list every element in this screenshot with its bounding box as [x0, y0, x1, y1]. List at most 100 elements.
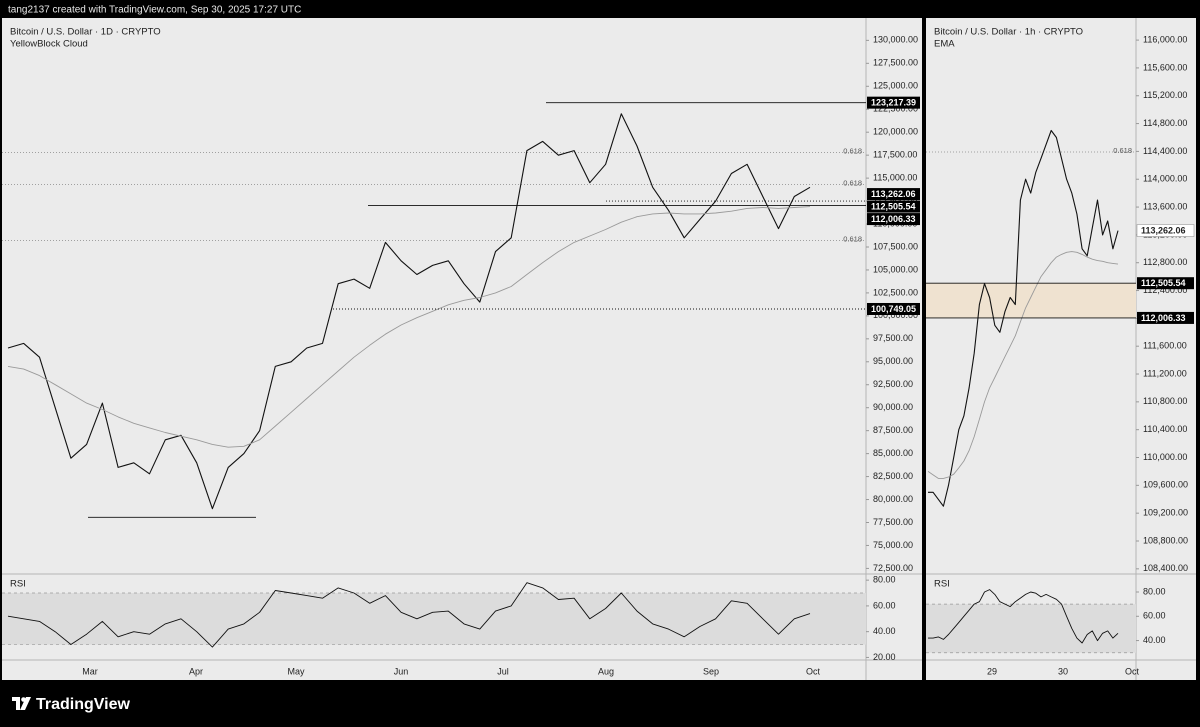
fib-label: 0.618: [843, 234, 862, 243]
y-tick-label: 113,600.00: [1143, 201, 1187, 211]
y-tick-label: 95,000.00: [873, 356, 913, 366]
fib-label: 0.618: [843, 178, 862, 187]
rsi-y-tick-label: 60.00: [873, 600, 896, 610]
y-tick-label: 111,200.00: [1143, 368, 1187, 378]
footer-logo: [12, 697, 31, 710]
y-tick-label: 112,800.00: [1143, 257, 1187, 267]
y-tick-label: 115,000.00: [873, 172, 917, 182]
x-tick-label: Aug: [598, 666, 614, 676]
chart-title: Bitcoin / U.S. Dollar · 1h · CRYPTO: [934, 27, 1083, 38]
level-label-box: [867, 200, 920, 213]
y-tick-label: 110,800.00: [1143, 396, 1187, 406]
level-label: 113,262.06: [1141, 225, 1186, 235]
y-tick-label: 110,000.00: [1143, 452, 1187, 462]
y-tick-label: 77,500.00: [873, 517, 913, 527]
x-tick-label: Jun: [394, 666, 409, 676]
rsi-y-tick-label: 60.00: [1143, 611, 1166, 621]
y-tick-label: 125,000.00: [873, 81, 918, 91]
y-tick-label: 117,500.00: [873, 150, 917, 160]
fib-label: 0.618: [1113, 146, 1132, 155]
rsi-y-tick-label: 80.00: [873, 575, 896, 585]
price-line: [928, 589, 1119, 644]
y-tick-label: 120,000.00: [873, 127, 918, 137]
y-tick-label: 127,500.00: [873, 58, 918, 68]
level-label-box: [867, 96, 920, 109]
y-tick-label: 72,500.00: [873, 563, 913, 573]
rsi-band: [2, 593, 866, 645]
y-tick-label: 116,000.00: [1143, 34, 1187, 44]
x-tick-label: Sep: [703, 666, 719, 676]
chart-pane: Bitcoin / U.S. Dollar · 1D · CRYPTOYello…: [2, 18, 922, 680]
y-tick-label: 85,000.00: [873, 448, 913, 458]
rsi-band: [926, 604, 1136, 653]
y-tick-label: 130,000.00: [873, 35, 918, 45]
y-tick-label: 92,500.00: [873, 379, 913, 389]
rsi-title: RSI: [10, 579, 26, 590]
y-tick-label: 108,400.00: [1143, 563, 1188, 573]
chart-subtitle: YellowBlock Cloud: [10, 39, 88, 50]
price-line: [7, 206, 811, 448]
footer-brand: TradingView: [36, 696, 131, 713]
price-line: [928, 129, 1119, 507]
x-tick-label: Jul: [497, 666, 509, 676]
y-tick-label: 114,000.00: [1143, 174, 1187, 184]
chart-title: Bitcoin / U.S. Dollar · 1D · CRYPTO: [10, 27, 161, 38]
level-label: 123,217.39: [871, 98, 916, 108]
level-label: 112,006.33: [1141, 313, 1186, 323]
y-tick-label: 87,500.00: [873, 425, 913, 435]
x-tick-label: May: [287, 666, 305, 676]
x-tick-label: Apr: [189, 666, 203, 676]
fib-label: 0.618: [843, 146, 862, 155]
y-tick-label: 115,600.00: [1143, 62, 1187, 72]
y-tick-label: 80,000.00: [873, 494, 913, 504]
y-tick-label: 115,200.00: [1143, 90, 1187, 100]
y-tick-label: 112,400.00: [1143, 285, 1187, 295]
y-tick-label: 75,000.00: [873, 540, 913, 550]
y-tick-label: 114,800.00: [1143, 118, 1187, 128]
level-label-box: [867, 302, 920, 315]
x-tick-label: Oct: [806, 666, 821, 676]
y-tick-label: 107,500.00: [873, 241, 918, 251]
y-tick-label: 108,800.00: [1143, 535, 1188, 545]
header-text: tang2137 created with TradingView.com, S…: [8, 5, 301, 16]
level-label: 112,505.54: [871, 201, 916, 211]
y-tick-label: 105,000.00: [873, 264, 918, 274]
level-label-box: [1136, 224, 1195, 237]
level-label: 112,505.54: [1141, 278, 1186, 288]
x-tick-label: 29: [987, 666, 997, 676]
y-tick-label: 114,400.00: [1143, 146, 1187, 156]
rsi-y-tick-label: 40.00: [873, 626, 896, 636]
y-tick-label: 90,000.00: [873, 402, 913, 412]
chart-subtitle: EMA: [934, 39, 955, 50]
y-tick-label: 102,500.00: [873, 287, 918, 297]
price-line: [7, 113, 811, 510]
x-tick-label: 30: [1058, 666, 1068, 676]
pane-background: [2, 18, 922, 680]
rsi-y-tick-label: 20.00: [873, 652, 896, 662]
y-tick-label: 110,400.00: [1143, 424, 1187, 434]
x-tick-label: Oct: [1125, 666, 1140, 676]
plot: 0.618 0.618 0.618: [2, 102, 866, 518]
level-label-box: [1137, 311, 1194, 324]
pane-background: [926, 18, 1196, 680]
zone: [926, 283, 1136, 318]
rsi-title: RSI: [934, 579, 950, 590]
y-tick-label: 109,200.00: [1143, 508, 1188, 518]
plot: 0.618: [926, 129, 1136, 507]
rsi-y-tick-label: 80.00: [1143, 586, 1166, 596]
y-tick-label: 100,000.00: [873, 310, 918, 320]
price-line: [927, 251, 1119, 479]
level-label: 113,262.06: [871, 189, 916, 199]
level-label-box: [867, 213, 920, 226]
level-label: 112,006.33: [871, 214, 916, 224]
level-label: 100,749.05: [871, 304, 916, 314]
y-tick-label: 109,600.00: [1143, 480, 1188, 490]
level-label-box: [867, 188, 920, 201]
x-tick-label: Mar: [82, 666, 98, 676]
rsi-y-tick-label: 40.00: [1143, 635, 1166, 645]
y-tick-label: 112,500.00: [873, 195, 917, 205]
y-tick-label: 82,500.00: [873, 471, 913, 481]
